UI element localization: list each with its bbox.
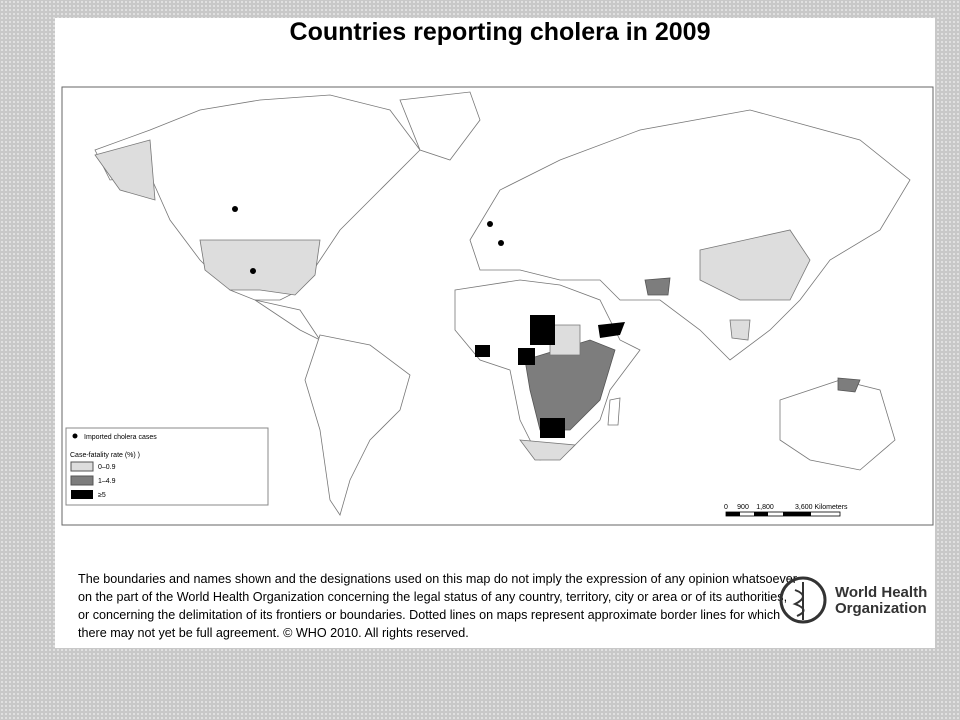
scale-label: 0 xyxy=(724,504,728,511)
disclaimer-line: there may not yet be full agreement. © W… xyxy=(78,626,469,640)
disclaimer: The boundaries and names shown and the d… xyxy=(78,572,797,640)
legend-item: 0–0.9 xyxy=(98,464,116,471)
disclaimer-line: on the part of the World Health Organiza… xyxy=(78,590,787,604)
scale-label: 3,600 Kilometers xyxy=(795,504,848,511)
title: Countries reporting cholera in 2009 xyxy=(290,18,711,46)
legend-imported: Imported cholera cases xyxy=(84,434,157,441)
legend: Imported cholera cases Case-fatality rat… xyxy=(65,427,269,506)
legend-item: 1–4.9 xyxy=(98,478,116,485)
logo-text: Organization xyxy=(835,600,927,617)
legend-item: ≥5 xyxy=(98,492,106,499)
scale-bar: 0 900 1,800 3,600 Kilometers xyxy=(724,504,848,517)
scale-label: 900 xyxy=(737,504,749,511)
who-logo: World Health Organization xyxy=(779,576,927,624)
map xyxy=(94,91,911,516)
scale-label: 1,800 xyxy=(756,504,774,511)
disclaimer-line: or concerning the delimitation of its fr… xyxy=(78,608,780,622)
legend-heading: Case-fatality rate (%) ) xyxy=(70,452,140,459)
logo-text: World Health xyxy=(835,584,927,601)
disclaimer-line: The boundaries and names shown and the d… xyxy=(78,572,797,586)
